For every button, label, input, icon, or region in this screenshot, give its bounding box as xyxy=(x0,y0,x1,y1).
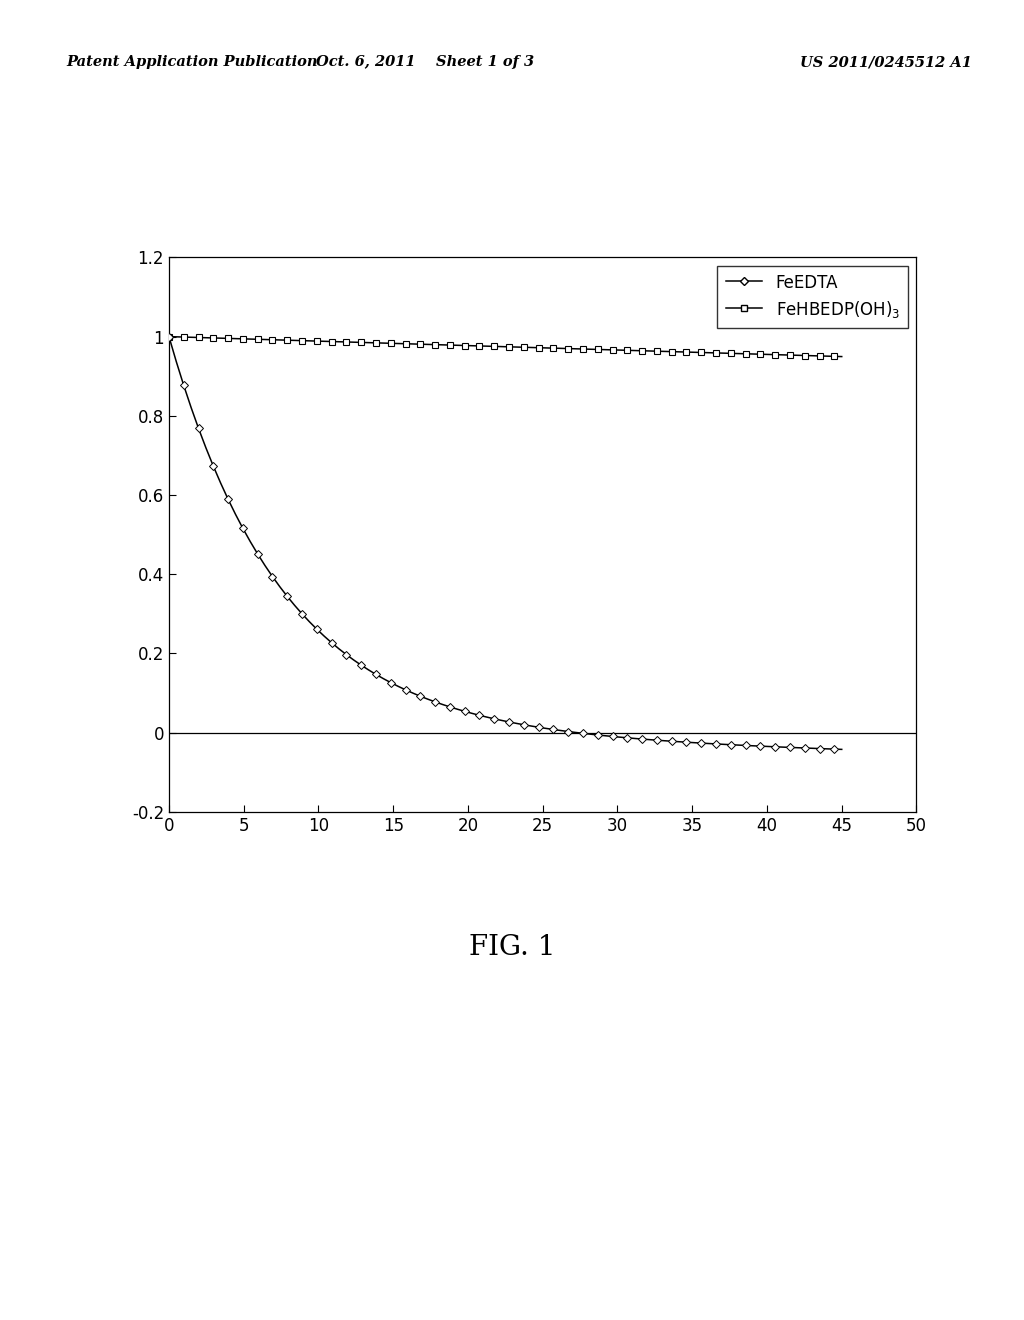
Text: FIG. 1: FIG. 1 xyxy=(469,933,555,961)
Text: US 2011/0245512 A1: US 2011/0245512 A1 xyxy=(800,55,972,69)
Legend: FeEDTA, FeHBEDP(OH)$_3$: FeEDTA, FeHBEDP(OH)$_3$ xyxy=(717,265,908,329)
Text: Oct. 6, 2011    Sheet 1 of 3: Oct. 6, 2011 Sheet 1 of 3 xyxy=(315,55,535,69)
Text: Patent Application Publication: Patent Application Publication xyxy=(67,55,318,69)
